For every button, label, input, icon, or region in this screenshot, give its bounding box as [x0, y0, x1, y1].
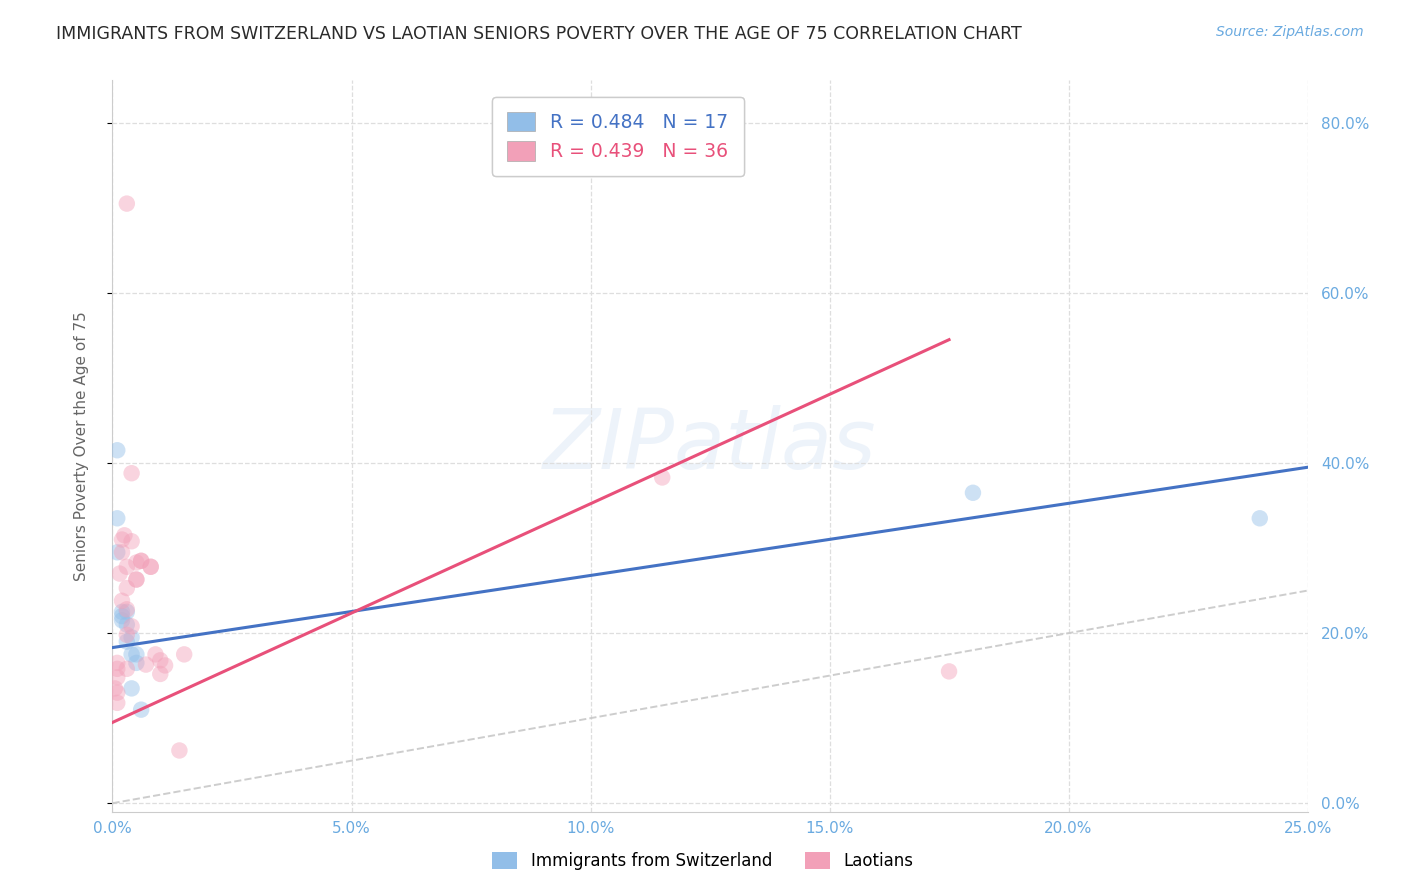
- Point: [125, 573, 148, 587]
- Point: [105, 656, 128, 670]
- Point: [125, 556, 148, 570]
- Point: [115, 628, 138, 642]
- Point: [121, 467, 143, 481]
- Point: [1249, 511, 1271, 525]
- Point: [108, 566, 131, 581]
- Point: [115, 581, 138, 595]
- Text: ZIPatlas: ZIPatlas: [543, 406, 877, 486]
- Point: [105, 696, 128, 710]
- Point: [125, 573, 148, 587]
- Point: [105, 443, 128, 458]
- Point: [115, 617, 138, 632]
- Point: [111, 613, 134, 627]
- Point: [129, 703, 152, 717]
- Legend: R = 0.484   N = 17, R = 0.439   N = 36: R = 0.484 N = 17, R = 0.439 N = 36: [492, 97, 744, 177]
- Point: [139, 559, 162, 574]
- Point: [115, 559, 138, 574]
- Point: [121, 631, 143, 645]
- Point: [169, 743, 191, 757]
- Point: [105, 686, 128, 700]
- Point: [105, 511, 128, 525]
- Point: [104, 681, 127, 696]
- Point: [111, 594, 134, 608]
- Point: [651, 470, 673, 484]
- Point: [962, 485, 984, 500]
- Point: [173, 648, 195, 662]
- Point: [121, 534, 143, 549]
- Point: [115, 662, 138, 676]
- Point: [121, 619, 143, 633]
- Point: [145, 648, 167, 662]
- Point: [111, 605, 134, 619]
- Text: IMMIGRANTS FROM SWITZERLAND VS LAOTIAN SENIORS POVERTY OVER THE AGE OF 75 CORREL: IMMIGRANTS FROM SWITZERLAND VS LAOTIAN S…: [56, 25, 1022, 43]
- Point: [129, 554, 152, 568]
- Point: [115, 196, 138, 211]
- Text: Source: ZipAtlas.com: Source: ZipAtlas.com: [1216, 25, 1364, 39]
- Y-axis label: Seniors Poverty Over the Age of 75: Seniors Poverty Over the Age of 75: [75, 311, 89, 581]
- Point: [153, 658, 176, 673]
- Point: [115, 634, 138, 648]
- Point: [135, 657, 157, 672]
- Point: [111, 533, 134, 547]
- Point: [115, 605, 138, 619]
- Point: [938, 665, 960, 679]
- Point: [125, 648, 148, 662]
- Point: [115, 602, 138, 616]
- Point: [129, 554, 152, 568]
- Point: [139, 559, 162, 574]
- Point: [121, 648, 143, 662]
- Point: [121, 681, 143, 696]
- Point: [111, 609, 134, 624]
- Point: [105, 670, 128, 684]
- Point: [149, 667, 172, 681]
- Legend: Immigrants from Switzerland, Laotians: Immigrants from Switzerland, Laotians: [485, 845, 921, 877]
- Point: [125, 656, 148, 670]
- Point: [114, 528, 135, 542]
- Point: [111, 545, 134, 559]
- Point: [149, 653, 172, 667]
- Point: [105, 662, 128, 676]
- Point: [105, 545, 128, 559]
